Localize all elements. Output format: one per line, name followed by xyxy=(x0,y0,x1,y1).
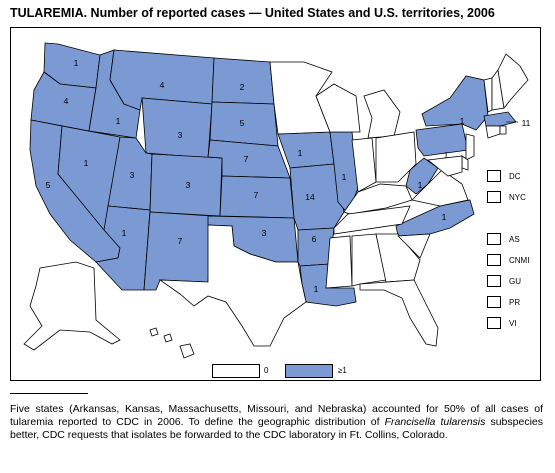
count-label-id: 1 xyxy=(116,116,121,126)
state-nm[interactable] xyxy=(143,211,213,291)
state-oh[interactable] xyxy=(375,131,417,183)
state-ia[interactable] xyxy=(277,131,335,169)
state-md[interactable] xyxy=(427,155,463,177)
footnote-rule xyxy=(10,393,88,394)
count-label-nv: 1 xyxy=(84,158,89,168)
state-sc[interactable] xyxy=(397,233,431,259)
count-label-mt: 4 xyxy=(160,80,165,90)
count-label-wv: 1 xyxy=(418,180,423,190)
state-pa[interactable] xyxy=(415,123,469,157)
count-label-ne: 7 xyxy=(244,154,249,164)
territory-label-nyc: NYC xyxy=(509,193,526,202)
count-label-wa: 1 xyxy=(74,58,79,68)
state-tx[interactable] xyxy=(158,224,307,347)
state-mi[interactable] xyxy=(363,89,401,139)
footnote-species: Francisella tularensis xyxy=(384,416,486,428)
count-label-sd: 5 xyxy=(240,118,245,128)
legend-swatch-zero xyxy=(212,364,260,378)
territory-box-gu xyxy=(487,275,501,287)
territory-box-as xyxy=(487,233,501,245)
state-me[interactable] xyxy=(497,53,529,109)
legend-label-positive: ≥1 xyxy=(338,366,347,375)
territory-label-pr: PR xyxy=(509,298,521,307)
state-hi[interactable] xyxy=(149,327,195,359)
territory-box-pr xyxy=(487,296,501,308)
count-label-az: 1 xyxy=(122,228,127,238)
state-tn[interactable] xyxy=(333,205,411,235)
count-label-ny: 1 xyxy=(460,116,465,126)
state-nd[interactable] xyxy=(211,57,275,105)
footnote-text-2: subspecies better, CDC requests that iso… xyxy=(10,416,544,441)
count-label-ar: 6 xyxy=(312,234,317,244)
count-label-mo: 14 xyxy=(305,192,315,202)
footnote: Five states (Arkansas, Kansas, Massachus… xyxy=(10,403,543,442)
count-label-la: 1 xyxy=(314,284,319,294)
territory-label-as: AS xyxy=(509,235,520,244)
count-label-il: 1 xyxy=(342,172,347,182)
count-label-nc: 1 xyxy=(442,212,447,222)
state-va[interactable] xyxy=(411,169,469,207)
map-frame xyxy=(10,27,541,381)
state-ny[interactable] xyxy=(421,75,489,131)
count-label-or: 4 xyxy=(64,96,69,106)
territory-label-cnmi: CNMI xyxy=(509,256,530,265)
state-ga[interactable] xyxy=(375,233,421,283)
footnote-text-1: Five states (Arkansas, Kansas, Massachus… xyxy=(10,403,543,428)
state-ma[interactable] xyxy=(483,111,517,127)
legend-swatch-positive xyxy=(285,364,333,378)
state-wy[interactable] xyxy=(141,97,213,159)
count-label-pa: 1 xyxy=(444,150,449,160)
state-ri[interactable] xyxy=(499,125,507,135)
state-ak[interactable] xyxy=(23,261,121,351)
legend-label-zero: 0 xyxy=(264,366,269,375)
count-label-wy: 3 xyxy=(178,130,183,140)
count-label-ca: 5 xyxy=(46,180,51,190)
count-label-nm: 7 xyxy=(178,236,183,246)
state-ms[interactable] xyxy=(325,235,353,289)
state-al[interactable] xyxy=(351,233,387,287)
count-label-ia: 1 xyxy=(298,148,303,158)
territory-label-dc: DC xyxy=(509,172,521,181)
count-label-ks: 7 xyxy=(254,190,259,200)
state-ct[interactable] xyxy=(485,125,501,139)
state-fl[interactable] xyxy=(359,279,439,347)
map-title: TULAREMIA. Number of reported cases — Un… xyxy=(10,6,495,20)
count-label-co: 3 xyxy=(186,180,191,190)
count-label-ok: 3 xyxy=(262,228,267,238)
territory-box-vi xyxy=(487,317,501,329)
count-label-ma: 11 xyxy=(522,118,531,128)
state-nj[interactable] xyxy=(465,133,475,161)
count-label-nd: 2 xyxy=(240,82,245,92)
territory-box-dc xyxy=(487,170,501,182)
count-label-ut: 3 xyxy=(130,170,135,180)
state-nc[interactable] xyxy=(395,199,475,237)
territory-label-gu: GU xyxy=(509,277,521,286)
state-wi[interactable] xyxy=(315,83,361,133)
territory-label-vi: VI xyxy=(509,319,517,328)
territory-box-nyc xyxy=(487,191,501,203)
territory-box-cnmi xyxy=(487,254,501,266)
